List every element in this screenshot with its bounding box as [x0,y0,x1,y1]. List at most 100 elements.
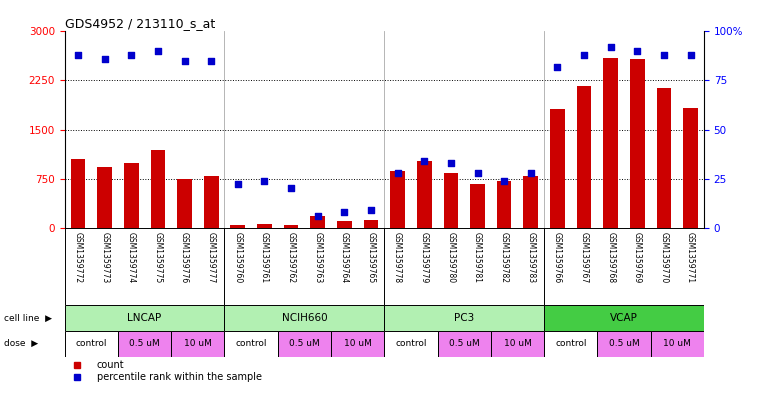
Bar [124,163,139,228]
Text: 10 uM: 10 uM [664,339,691,348]
Text: GSM1359761: GSM1359761 [260,231,269,283]
Text: 0.5 uM: 0.5 uM [609,339,639,348]
Text: cell line  ▶: cell line ▶ [4,314,52,323]
Point [658,52,670,58]
Point [684,52,696,58]
Text: 10 uM: 10 uM [504,339,531,348]
Text: PC3: PC3 [454,313,474,323]
Bar [491,331,544,357]
Text: control: control [555,339,587,348]
Bar [444,173,458,228]
Text: GSM1359762: GSM1359762 [287,231,295,283]
Point [151,48,164,54]
Text: GSM1359768: GSM1359768 [607,231,615,283]
Point [578,52,590,58]
Text: 0.5 uM: 0.5 uM [289,339,320,348]
Bar [171,331,224,357]
Bar [544,305,704,331]
Point [312,213,324,219]
Bar [550,108,565,228]
Bar [224,305,384,331]
Text: GSM1359779: GSM1359779 [420,231,428,283]
Text: dose  ▶: dose ▶ [4,339,38,348]
Bar [364,220,378,228]
Text: GSM1359766: GSM1359766 [553,231,562,283]
Text: GSM1359765: GSM1359765 [367,231,375,283]
Text: NCIH660: NCIH660 [282,313,327,323]
Text: control: control [395,339,427,348]
Bar [310,215,325,228]
Bar [65,305,224,331]
Text: GSM1359763: GSM1359763 [314,231,322,283]
Text: GSM1359780: GSM1359780 [447,231,455,283]
Text: percentile rank within the sample: percentile rank within the sample [97,372,262,382]
Bar [384,305,544,331]
Text: GDS4952 / 213110_s_at: GDS4952 / 213110_s_at [65,17,215,30]
Bar [71,159,85,228]
Bar [65,331,118,357]
Point [258,177,271,184]
Point [604,44,616,50]
Bar [630,59,645,228]
Text: GSM1359777: GSM1359777 [207,231,215,283]
Point [125,52,137,58]
Bar [177,178,192,228]
Point [72,52,84,58]
Text: GSM1359764: GSM1359764 [340,231,349,283]
Point [631,48,643,54]
Bar [337,221,352,228]
Text: GSM1359783: GSM1359783 [527,231,535,283]
Text: GSM1359770: GSM1359770 [660,231,668,283]
Bar [97,167,112,228]
Text: GSM1359781: GSM1359781 [473,231,482,283]
Bar [603,58,618,228]
Text: GSM1359774: GSM1359774 [127,231,135,283]
Point [524,169,537,176]
Point [498,177,510,184]
Point [231,181,244,187]
Bar [497,181,511,228]
Text: GSM1359775: GSM1359775 [154,231,162,283]
Bar [204,176,218,228]
Bar [577,86,591,228]
Bar [284,225,298,228]
Point [444,160,457,166]
Text: GSM1359760: GSM1359760 [234,231,242,283]
Text: GSM1359773: GSM1359773 [100,231,109,283]
Bar [384,331,438,357]
Point [178,58,190,64]
Bar [118,331,171,357]
Point [419,158,431,164]
Bar [651,331,704,357]
Bar [257,224,272,228]
Bar [470,184,485,228]
Bar [683,108,698,228]
Bar [224,331,278,357]
Text: GSM1359772: GSM1359772 [74,231,82,283]
Text: 10 uM: 10 uM [184,339,212,348]
Bar [544,331,597,357]
Text: control: control [75,339,107,348]
Text: VCAP: VCAP [610,313,638,323]
Text: GSM1359782: GSM1359782 [500,231,508,283]
Bar [524,176,538,228]
Text: control: control [235,339,267,348]
Point [391,169,403,176]
Text: GSM1359776: GSM1359776 [180,231,189,283]
Bar [657,88,671,228]
Text: 0.5 uM: 0.5 uM [129,339,160,348]
Bar [231,225,245,228]
Bar [597,331,651,357]
Point [285,185,297,191]
Bar [278,331,331,357]
Point [471,169,484,176]
Text: count: count [97,360,124,370]
Bar [331,331,384,357]
Point [205,58,218,64]
Text: GSM1359767: GSM1359767 [580,231,588,283]
Point [98,56,111,62]
Text: 0.5 uM: 0.5 uM [449,339,479,348]
Text: GSM1359778: GSM1359778 [393,231,402,283]
Point [365,207,377,213]
Bar [438,331,491,357]
